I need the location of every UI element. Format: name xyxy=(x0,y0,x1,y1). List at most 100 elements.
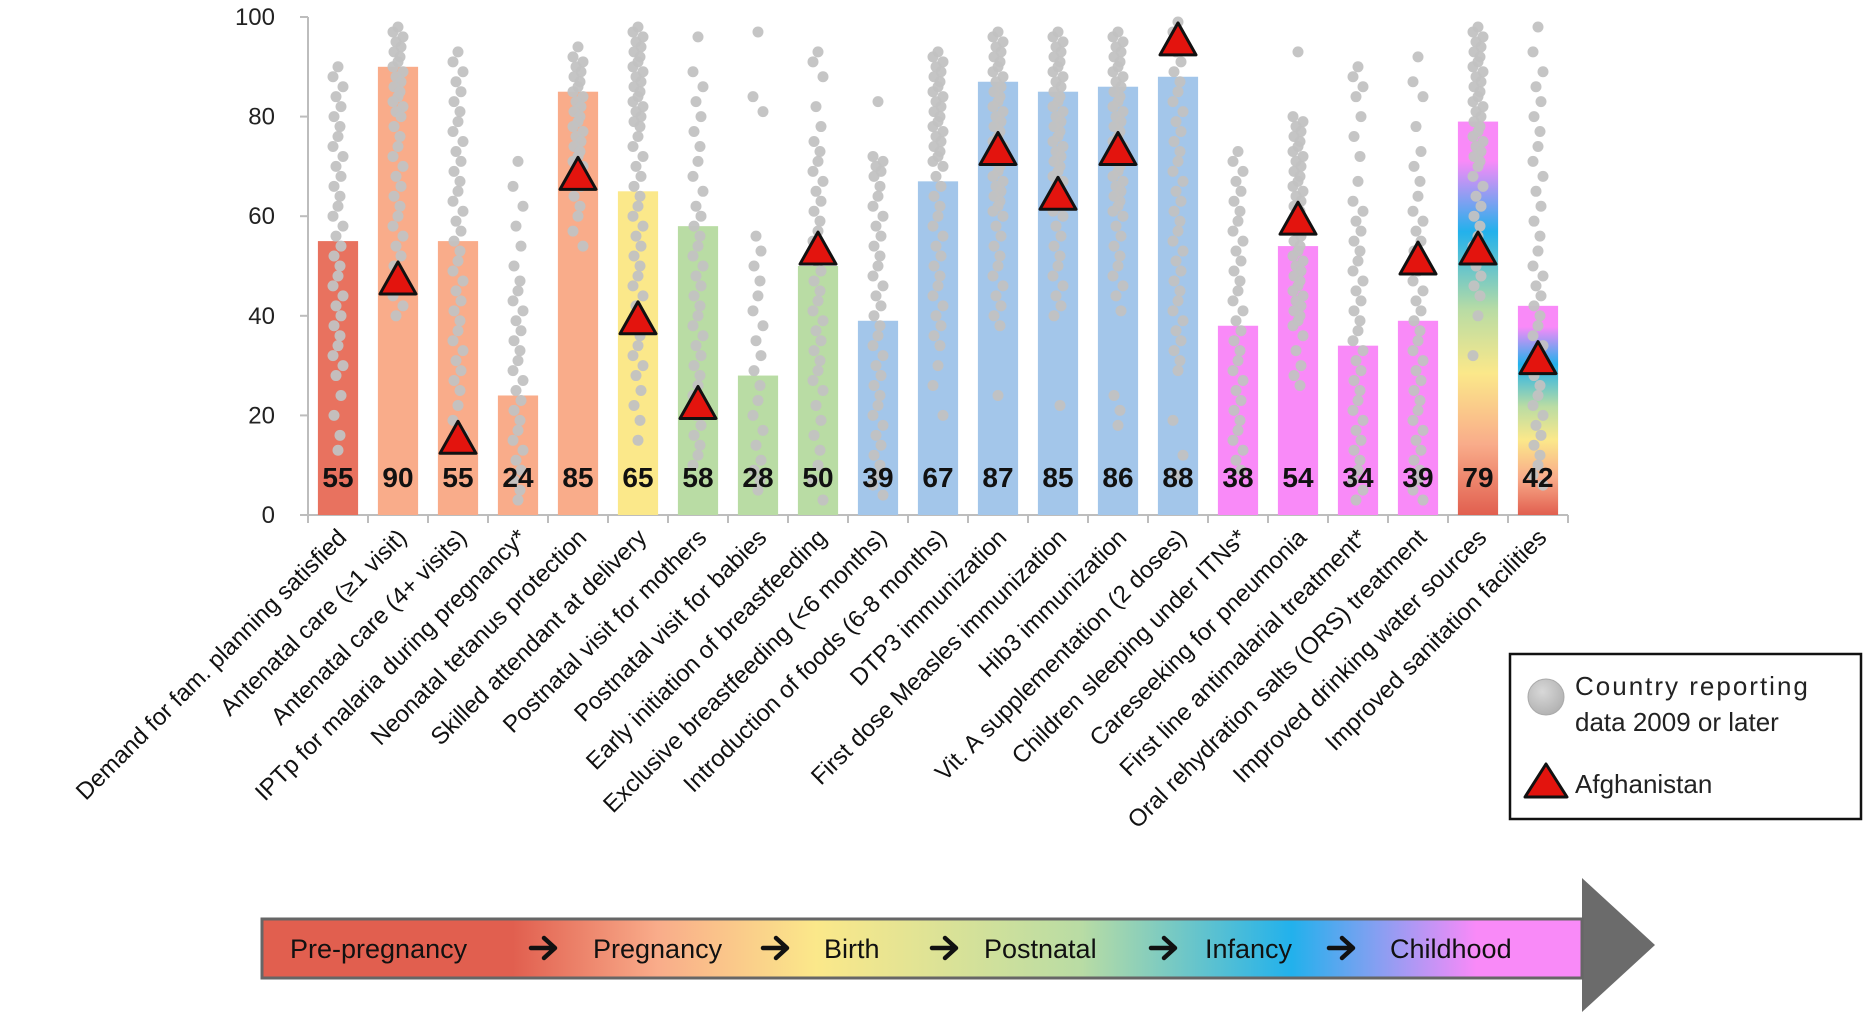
country-point xyxy=(810,325,822,337)
country-point xyxy=(754,275,766,287)
country-point xyxy=(330,160,342,172)
country-point xyxy=(515,464,527,476)
country-point xyxy=(1357,345,1369,357)
country-point xyxy=(390,310,402,322)
country-point xyxy=(814,444,826,456)
country-point xyxy=(812,295,824,307)
country-point xyxy=(1537,66,1549,78)
country-point xyxy=(1114,250,1126,262)
country-point xyxy=(1410,365,1422,377)
country-point xyxy=(1175,126,1187,138)
country-point xyxy=(814,215,826,227)
country-point xyxy=(572,41,584,53)
country-point xyxy=(1050,290,1062,302)
country-point xyxy=(392,210,404,222)
country-point xyxy=(932,360,944,372)
country-point xyxy=(688,126,700,138)
country-point xyxy=(697,260,709,272)
country-point xyxy=(1287,320,1299,332)
country-point xyxy=(450,215,462,227)
country-point xyxy=(690,200,702,212)
country-point xyxy=(817,385,829,396)
country-point xyxy=(1352,175,1364,187)
y-tick-label: 100 xyxy=(235,4,275,31)
country-point xyxy=(1407,205,1419,217)
country-point xyxy=(1227,225,1239,237)
country-point xyxy=(1417,494,1429,506)
country-point xyxy=(627,210,639,222)
country-point xyxy=(1408,454,1420,466)
country-point xyxy=(1235,255,1247,267)
country-point xyxy=(1528,439,1540,451)
country-point xyxy=(1232,215,1244,227)
country-point xyxy=(1472,160,1484,172)
value-labels: 55 90 55 24 85 65 58 28 50 39 67 87 85 86 88 38 54 34 39 79… xyxy=(322,462,1553,493)
country-point xyxy=(1534,449,1546,461)
bar-value-label: 55 xyxy=(322,462,353,493)
country-point xyxy=(1177,315,1189,327)
bar-value-label: 79 xyxy=(1462,462,1493,493)
country-point xyxy=(877,419,889,431)
country-dots xyxy=(327,16,1549,506)
country-point xyxy=(1350,285,1362,297)
country-point xyxy=(814,285,826,297)
country-point xyxy=(692,155,704,167)
country-point xyxy=(1415,145,1427,157)
country-point xyxy=(757,320,769,332)
country-point xyxy=(987,205,999,217)
country-point xyxy=(1047,101,1059,113)
stage-label: Pre-pregnancy xyxy=(290,934,468,964)
country-point xyxy=(1407,484,1419,496)
country-point xyxy=(1527,155,1539,167)
country-point xyxy=(450,285,462,297)
country-point xyxy=(1352,464,1364,476)
country-point xyxy=(747,91,759,103)
country-point xyxy=(1534,310,1546,322)
country-point xyxy=(1348,305,1360,317)
country-point xyxy=(628,250,640,262)
country-point xyxy=(1417,424,1429,436)
country-point xyxy=(387,150,399,162)
country-point xyxy=(1168,66,1180,78)
country-point xyxy=(507,295,519,307)
country-point xyxy=(1467,26,1479,38)
country-point xyxy=(1295,360,1307,372)
country-point xyxy=(1175,195,1187,207)
country-point xyxy=(627,96,639,108)
country-point xyxy=(397,160,409,172)
country-point xyxy=(1527,399,1539,411)
country-point xyxy=(450,355,462,367)
country-point xyxy=(1408,385,1420,396)
y-tick-label: 80 xyxy=(248,104,275,131)
country-point xyxy=(512,155,524,167)
country-point xyxy=(1228,265,1240,277)
country-point xyxy=(688,220,700,232)
country-point xyxy=(1407,345,1419,357)
country-point xyxy=(1468,280,1480,292)
country-point xyxy=(1235,464,1247,476)
country-point xyxy=(387,96,399,108)
country-point xyxy=(697,81,709,93)
country-point xyxy=(868,170,880,182)
country-point xyxy=(1537,270,1549,282)
country-point xyxy=(514,345,526,357)
country-point xyxy=(690,270,702,282)
country-point xyxy=(1108,389,1120,401)
country-point xyxy=(695,280,707,292)
country-point xyxy=(1177,175,1189,187)
country-point xyxy=(1348,375,1360,387)
country-point xyxy=(692,310,704,322)
country-point xyxy=(447,265,459,277)
country-point xyxy=(392,140,404,152)
country-point xyxy=(1047,31,1059,43)
country-point xyxy=(750,230,762,242)
country-point xyxy=(935,320,947,332)
country-point xyxy=(1297,330,1309,342)
country-point xyxy=(1108,240,1120,252)
country-point xyxy=(337,81,349,93)
country-point xyxy=(697,330,709,342)
country-point xyxy=(1054,399,1066,411)
country-point xyxy=(1415,375,1427,387)
country-point xyxy=(1170,325,1182,337)
